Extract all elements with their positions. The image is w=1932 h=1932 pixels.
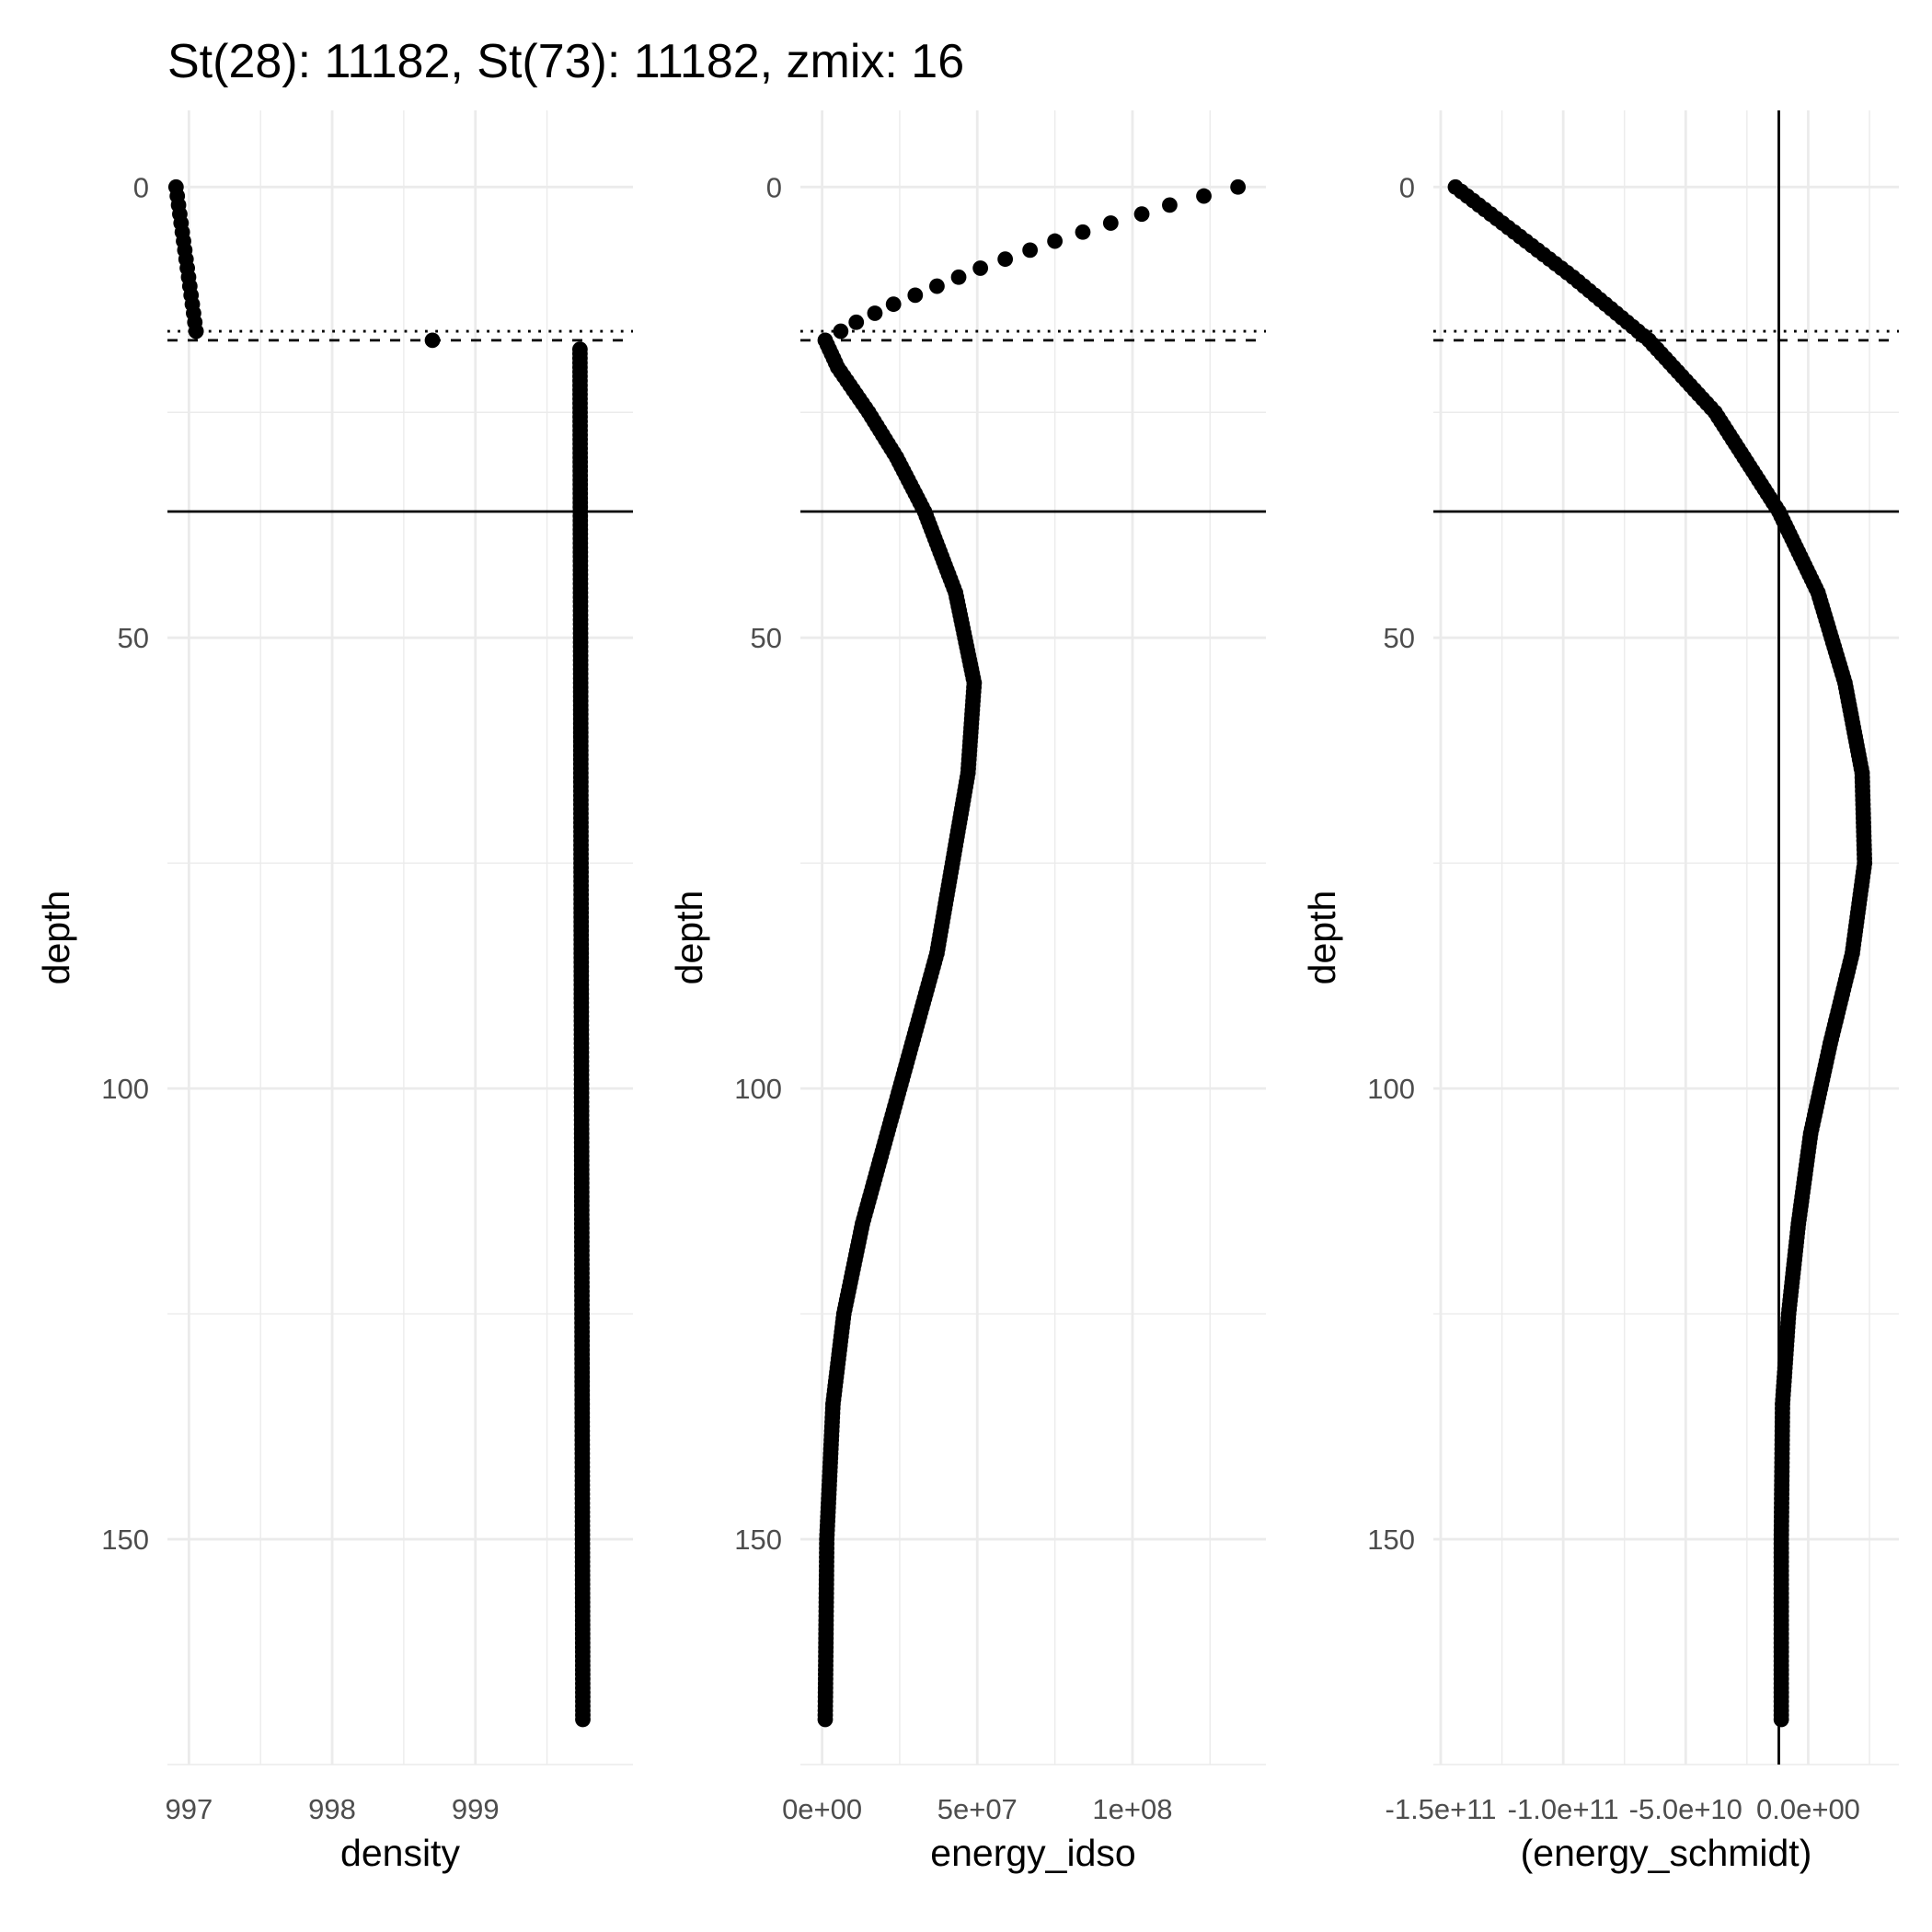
data-point	[907, 287, 924, 304]
y-tick-label: 50	[118, 622, 149, 654]
x-tick-label: 0e+00	[782, 1793, 862, 1825]
y-tick-label: 50	[751, 622, 782, 654]
data-point	[1773, 1711, 1789, 1728]
y-tick-label: 100	[101, 1073, 149, 1105]
data-point	[929, 278, 945, 294]
data-point	[817, 1711, 834, 1728]
y-tick-label: 0	[133, 171, 149, 203]
data-point	[997, 251, 1014, 268]
data-point	[867, 305, 883, 321]
y-tick-label: 150	[734, 1524, 782, 1556]
y-tick-label: 150	[1367, 1524, 1415, 1556]
x-tick-label: -5.0e+10	[1629, 1793, 1742, 1825]
data-point	[1230, 178, 1247, 195]
x-tick-label: 1e+08	[1092, 1793, 1172, 1825]
data-point	[1196, 188, 1212, 204]
x-tick-label: 998	[308, 1793, 356, 1825]
data-point	[1022, 242, 1039, 259]
y-axis-title: depth	[35, 891, 77, 985]
data-points	[167, 178, 591, 1728]
data-point	[950, 269, 967, 285]
y-axis-title: depth	[1301, 891, 1343, 985]
x-tick-label: 5e+07	[937, 1793, 1018, 1825]
y-tick-label: 0	[766, 171, 782, 203]
panel-density: 997 998 999 0 50 100 150 density depth	[35, 110, 633, 1874]
data-point	[848, 314, 865, 330]
panel-energy_idso: 0e+00 5e+07 1e+08 0 50 100 150 energy_idso depth	[668, 110, 1266, 1874]
x-axis-title: energy_idso	[930, 1832, 1135, 1874]
y-tick-label: 100	[734, 1073, 782, 1105]
x-tick-label: 999	[452, 1793, 500, 1825]
data-point	[833, 323, 849, 339]
y-tick-label: 150	[101, 1524, 149, 1556]
x-axis-title: density	[340, 1832, 460, 1874]
y-tick-label: 0	[1399, 171, 1415, 203]
x-tick-label: -1.5e+11	[1386, 1793, 1497, 1825]
data-point	[1162, 197, 1178, 213]
data-points	[817, 178, 1247, 1728]
panel-energy_schmidt: -1.5e+11 -1.0e+11 -5.0e+10 0.0e+00 0 50 100 150…	[1301, 110, 1899, 1874]
x-tick-label: -1.0e+11	[1508, 1793, 1619, 1825]
data-point	[1047, 233, 1064, 249]
data-point	[575, 1711, 591, 1728]
x-axis-title: (energy_schmidt)	[1521, 1832, 1812, 1874]
data-points	[1447, 178, 1873, 1728]
x-tick-label: 0.0e+00	[1756, 1793, 1860, 1825]
data-point	[885, 296, 902, 313]
panels: 997 998 999 0 50 100 150 density depth 0e+00 5e+07…	[35, 110, 1899, 1874]
data-point	[972, 260, 989, 276]
data-point	[424, 332, 441, 349]
y-axis-title: depth	[668, 891, 710, 985]
y-tick-label: 50	[1384, 622, 1415, 654]
x-tick-label: 997	[165, 1793, 213, 1825]
data-point	[1133, 206, 1150, 223]
y-tick-label: 100	[1367, 1073, 1415, 1105]
data-point	[1075, 224, 1091, 240]
data-point	[1102, 215, 1119, 231]
figure-title: St(28): 11182, St(73): 11182, zmix: 16	[167, 35, 964, 88]
data-point	[188, 323, 204, 339]
